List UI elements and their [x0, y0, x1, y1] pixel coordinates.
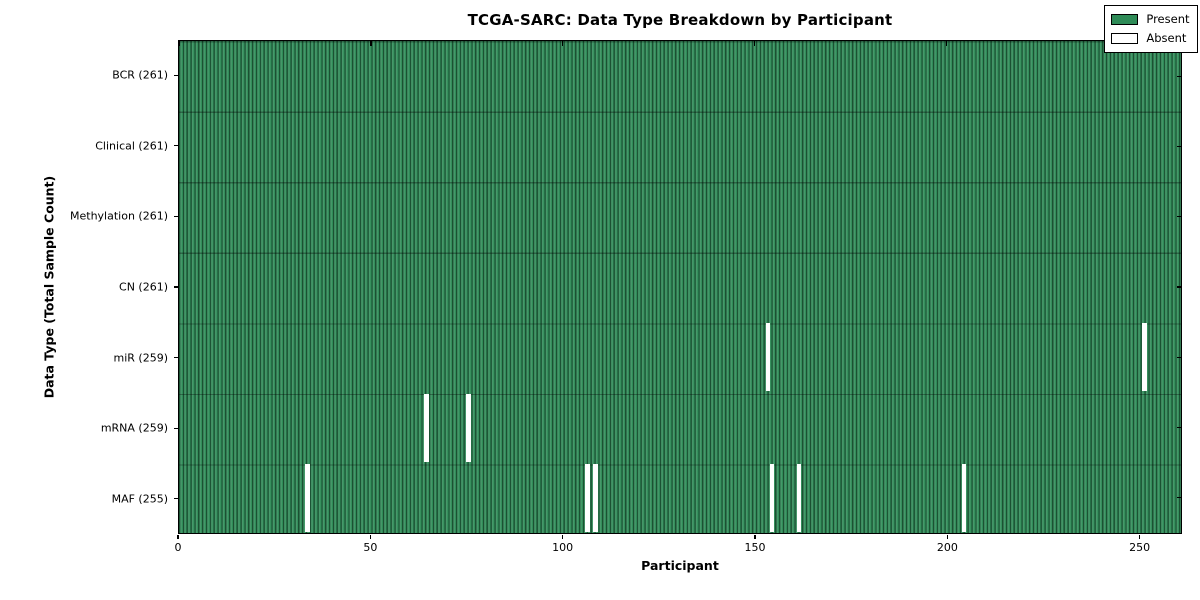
absent-cell-MAF-154: [769, 464, 775, 532]
y-tick-label-mRNA: mRNA (259): [100, 421, 168, 435]
absent-cell-MAF-204: [961, 464, 967, 532]
absent-swatch: [1111, 33, 1139, 44]
y-tick-mark: [173, 427, 178, 429]
x-tick-label-250: 250: [1129, 541, 1151, 554]
absent-cell-mRNA-75: [466, 393, 471, 462]
y-tick-mark-right: [1176, 216, 1181, 218]
x-tick-mark: [946, 534, 948, 539]
legend-label-absent: Absent: [1146, 30, 1187, 45]
legend: Present Absent: [1104, 5, 1198, 53]
x-tick-mark: [369, 534, 371, 539]
y-tick-mark-right: [1176, 426, 1181, 429]
y-tick-label-Methylation: Methylation (261): [70, 209, 168, 223]
x-tick-label-50: 50: [363, 541, 378, 554]
x-tick-label-100: 100: [552, 541, 574, 554]
y-tick-label-MAF: MAF (255): [111, 492, 168, 506]
x-tick-label-150: 150: [744, 541, 766, 554]
x-tick-mark: [1139, 534, 1141, 539]
plot-area: [178, 40, 1182, 534]
absent-cell-MAF-161: [796, 464, 802, 532]
absent-cell-MAF-106: [585, 464, 590, 532]
chart-title: TCGA-SARC: Data Type Breakdown by Partic…: [467, 11, 893, 29]
x-tick-mark-top: [178, 41, 180, 46]
x-tick-mark-top: [370, 41, 372, 46]
y-tick-label-CN: CN (261): [119, 280, 168, 294]
y-axis: BCR (261) Clinical (261) Methylation (261)…: [0, 40, 178, 534]
y-tick-mark: [173, 215, 178, 218]
y-tick-mark-right: [1176, 286, 1181, 288]
absent-cell-miR-251: [1142, 323, 1147, 392]
y-tick-label-Clinical: Clinical (261): [95, 139, 168, 153]
y-tick-mark-right: [1176, 145, 1181, 148]
x-tick-mark: [177, 534, 179, 539]
x-tick-mark-top: [562, 41, 564, 46]
legend-entry-absent: Absent: [1111, 29, 1189, 48]
y-tick-label-BCR: BCR (261): [112, 68, 168, 82]
y-tick-mark-right: [1176, 75, 1181, 77]
absent-cell-miR-153: [765, 323, 771, 392]
legend-label-present: Present: [1146, 11, 1190, 26]
x-tick-label-0: 0: [174, 541, 182, 554]
y-tick-mark: [173, 498, 178, 500]
x-axis: 0 50 100 150 200 250: [174, 534, 1182, 568]
y-tick-mark: [173, 145, 178, 147]
absent-cell-MAF-33: [305, 464, 310, 532]
y-tick-mark: [173, 356, 178, 359]
y-tick-mark: [173, 286, 178, 288]
y-tick-label-miR: miR (259): [113, 351, 169, 365]
x-tick-mark-top: [946, 41, 948, 46]
legend-entry-present: Present: [1111, 10, 1190, 29]
y-tick-mark: [173, 74, 178, 76]
x-tick-mark: [754, 534, 756, 539]
x-tick-mark-top: [754, 41, 756, 46]
present-swatch: [1111, 14, 1139, 25]
x-tick-label-200: 200: [936, 541, 958, 554]
y-tick-mark-right: [1176, 356, 1181, 358]
absent-cell-mRNA-64: [424, 393, 429, 462]
x-axis-label: Participant: [641, 558, 719, 573]
y-tick-mark-right: [1176, 497, 1181, 499]
absent-cell-MAF-108: [593, 464, 598, 532]
x-tick-mark: [562, 534, 564, 539]
